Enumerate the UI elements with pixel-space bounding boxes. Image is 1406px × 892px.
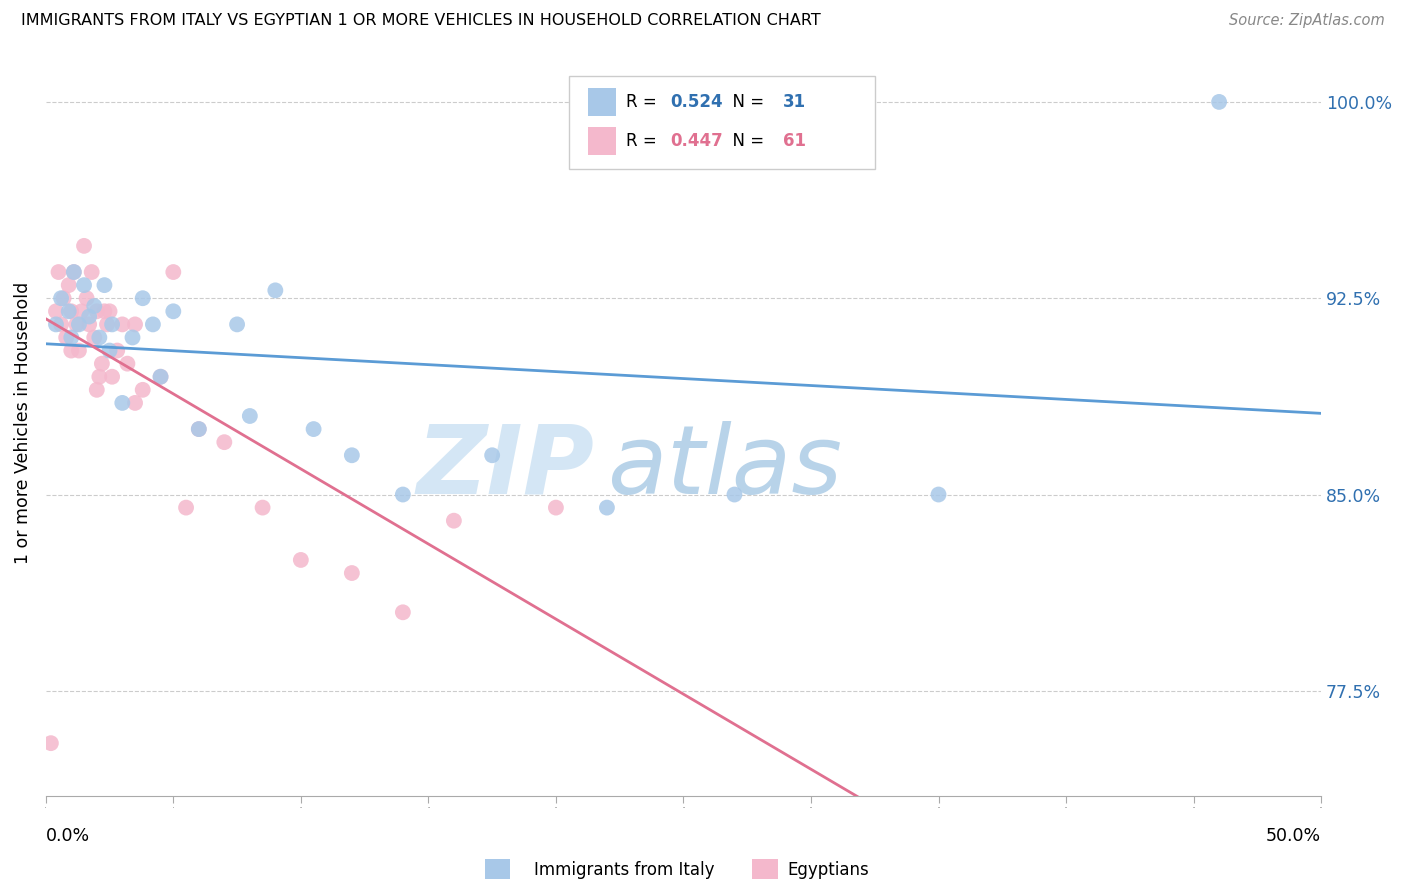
Point bbox=[67, 318, 90, 332]
Point bbox=[1208, 95, 1230, 109]
Point bbox=[174, 500, 197, 515]
Point bbox=[39, 736, 62, 750]
Point bbox=[76, 291, 98, 305]
Point bbox=[86, 383, 108, 397]
Point bbox=[101, 369, 124, 384]
Y-axis label: 1 or more Vehicles in Household: 1 or more Vehicles in Household bbox=[14, 281, 32, 564]
Point bbox=[101, 318, 124, 332]
Point bbox=[49, 318, 72, 332]
Point bbox=[90, 357, 112, 371]
Point bbox=[596, 500, 619, 515]
Point bbox=[239, 409, 262, 423]
Text: 0.447: 0.447 bbox=[671, 132, 724, 150]
Point bbox=[340, 566, 363, 580]
Point bbox=[45, 318, 67, 332]
Point bbox=[89, 330, 111, 344]
Point bbox=[142, 318, 165, 332]
Point bbox=[55, 330, 77, 344]
Point bbox=[124, 396, 146, 410]
Point bbox=[58, 278, 80, 293]
Text: Egyptians: Egyptians bbox=[787, 861, 869, 879]
Text: R =: R = bbox=[626, 132, 662, 150]
Point bbox=[111, 396, 134, 410]
Point bbox=[45, 304, 67, 318]
Point bbox=[77, 310, 100, 324]
Point bbox=[98, 343, 121, 358]
Text: R =: R = bbox=[626, 93, 662, 112]
Point bbox=[723, 487, 745, 501]
Point bbox=[105, 343, 128, 358]
Text: Source: ZipAtlas.com: Source: ZipAtlas.com bbox=[1229, 13, 1385, 29]
Point bbox=[928, 487, 950, 501]
Point bbox=[392, 487, 415, 501]
Point bbox=[80, 265, 103, 279]
Point bbox=[124, 318, 146, 332]
Point bbox=[73, 278, 96, 293]
Point bbox=[49, 291, 72, 305]
Text: N =: N = bbox=[721, 93, 769, 112]
Text: 61: 61 bbox=[783, 132, 806, 150]
Point bbox=[149, 369, 172, 384]
Text: atlas: atlas bbox=[607, 421, 842, 514]
Text: 0.0%: 0.0% bbox=[46, 827, 90, 845]
Point bbox=[58, 304, 80, 318]
Point bbox=[131, 383, 153, 397]
Point bbox=[117, 357, 139, 371]
Point bbox=[443, 514, 465, 528]
Point bbox=[65, 318, 87, 332]
Point bbox=[83, 330, 105, 344]
Text: IMMIGRANTS FROM ITALY VS EGYPTIAN 1 OR MORE VEHICLES IN HOUSEHOLD CORRELATION CH: IMMIGRANTS FROM ITALY VS EGYPTIAN 1 OR M… bbox=[21, 13, 821, 29]
Text: N =: N = bbox=[721, 132, 769, 150]
Point bbox=[162, 265, 184, 279]
Point bbox=[83, 299, 105, 313]
Point bbox=[111, 318, 134, 332]
Point bbox=[392, 605, 415, 619]
Point bbox=[67, 343, 90, 358]
Text: 50.0%: 50.0% bbox=[1265, 827, 1322, 845]
Point bbox=[60, 304, 83, 318]
Point bbox=[252, 500, 274, 515]
Point bbox=[214, 435, 236, 450]
Point bbox=[73, 239, 96, 253]
Point bbox=[162, 304, 184, 318]
Point bbox=[187, 422, 209, 436]
Bar bbox=[588, 127, 616, 155]
Point bbox=[302, 422, 325, 436]
Point bbox=[89, 369, 111, 384]
Point bbox=[63, 265, 86, 279]
Point bbox=[340, 448, 363, 462]
Point bbox=[290, 553, 312, 567]
Point bbox=[77, 318, 100, 332]
Point bbox=[93, 278, 115, 293]
Text: 0.524: 0.524 bbox=[671, 93, 723, 112]
Point bbox=[70, 304, 93, 318]
Text: 31: 31 bbox=[783, 93, 806, 112]
Point bbox=[52, 291, 75, 305]
Point bbox=[121, 330, 143, 344]
Point bbox=[131, 291, 153, 305]
FancyBboxPatch shape bbox=[568, 76, 875, 169]
Bar bbox=[588, 88, 616, 116]
Point bbox=[264, 284, 287, 298]
Point bbox=[60, 330, 83, 344]
Point bbox=[187, 422, 209, 436]
Point bbox=[149, 369, 172, 384]
Point bbox=[86, 304, 108, 318]
Text: ZIP: ZIP bbox=[416, 421, 595, 514]
Point bbox=[96, 318, 118, 332]
Point bbox=[60, 343, 83, 358]
Point bbox=[93, 304, 115, 318]
Point bbox=[481, 448, 503, 462]
Point bbox=[48, 265, 70, 279]
Point bbox=[544, 500, 567, 515]
Point bbox=[63, 265, 86, 279]
Point bbox=[98, 304, 121, 318]
Text: Immigrants from Italy: Immigrants from Italy bbox=[534, 861, 714, 879]
Point bbox=[226, 318, 249, 332]
